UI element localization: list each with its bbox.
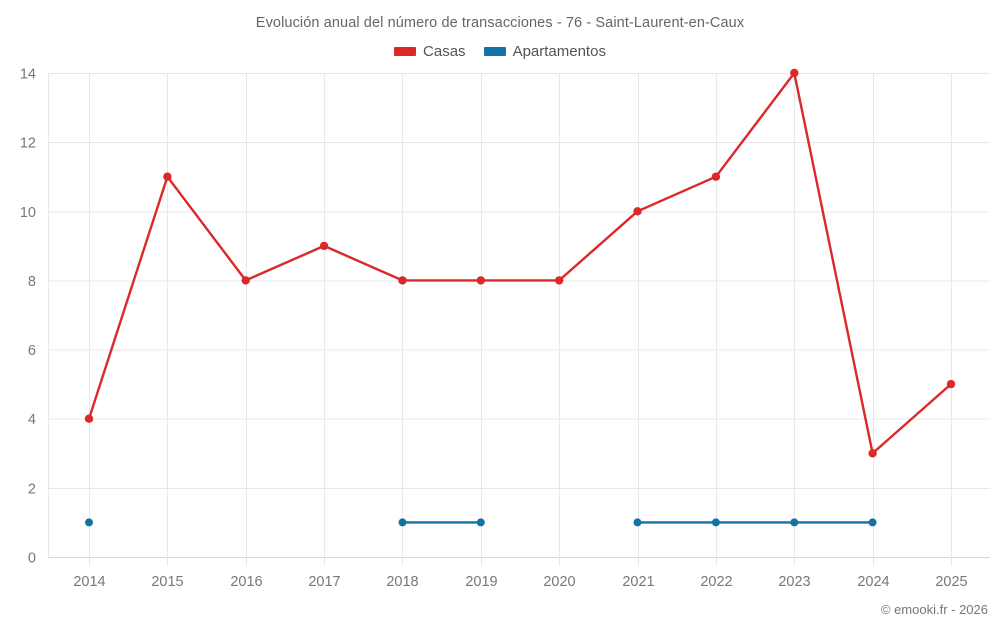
data-point-marker[interactable] [398,276,407,285]
y-axis-tick-label: 12 [20,136,36,152]
y-axis-tick-label: 4 [28,412,36,428]
series-apartamentos [85,518,877,527]
legend-label-apartamentos: Apartamentos [512,43,606,60]
y-axis-tick-label: 2 [28,481,36,497]
data-point-marker[interactable] [398,518,407,527]
data-point-marker[interactable] [163,172,172,181]
x-axis-tick-label: 2019 [465,574,497,590]
data-point-marker[interactable] [711,172,721,181]
data-point-marker[interactable] [868,518,877,527]
x-axis-tick-label: 2014 [73,574,105,590]
data-point-marker[interactable] [476,518,485,527]
x-axis-tick-label: 2024 [857,574,889,590]
data-point-marker[interactable] [319,241,329,251]
x-axis-tick-label: 2025 [935,574,967,590]
data-point-marker[interactable] [946,379,956,389]
legend-swatch-apartamentos [483,47,506,56]
x-axis-tick-label: 2016 [230,574,262,590]
data-point-marker[interactable] [85,518,93,527]
legend-label-casas: Casas [423,43,466,60]
series-line [87,71,953,455]
data-point-marker[interactable] [711,518,720,527]
x-axis-tick-label: 2017 [308,574,340,590]
data-point-marker[interactable] [84,414,94,423]
data-point-marker[interactable] [633,207,642,216]
y-axis-tick-label: 6 [28,343,36,359]
data-point-marker[interactable] [790,518,799,527]
data-point-marker[interactable] [633,518,642,527]
y-axis-tick-label: 8 [28,274,36,290]
copyright-credit: © emooki.fr - 2026 [880,602,988,617]
x-axis-tick-label: 2015 [151,574,183,590]
data-point-marker[interactable] [790,68,799,78]
data-point-marker[interactable] [868,449,877,458]
chart-title: Evolución anual del número de transaccio… [255,15,745,31]
data-point-marker[interactable] [476,276,485,285]
x-axis-tick-label: 2023 [778,574,810,590]
x-axis-tick-label: 2022 [700,574,732,590]
legend-item-casas[interactable]: Casas [394,43,466,60]
data-point-marker[interactable] [555,276,564,285]
data-point-marker[interactable] [241,276,250,285]
chart-legend: Casas Apartamentos [0,43,1000,60]
x-axis-tick-label: 2018 [386,574,418,590]
x-axis-tick-label: 2020 [543,574,575,590]
x-axis-tick-label: 2021 [622,574,654,590]
legend-item-apartamentos[interactable]: Apartamentos [483,43,606,60]
y-axis-tick-label: 14 [20,67,36,83]
y-axis-tick-label: 10 [20,205,36,221]
series-casas [84,68,956,458]
legend-swatch-casas [394,47,417,56]
y-axis-tick-label: 0 [28,551,36,567]
